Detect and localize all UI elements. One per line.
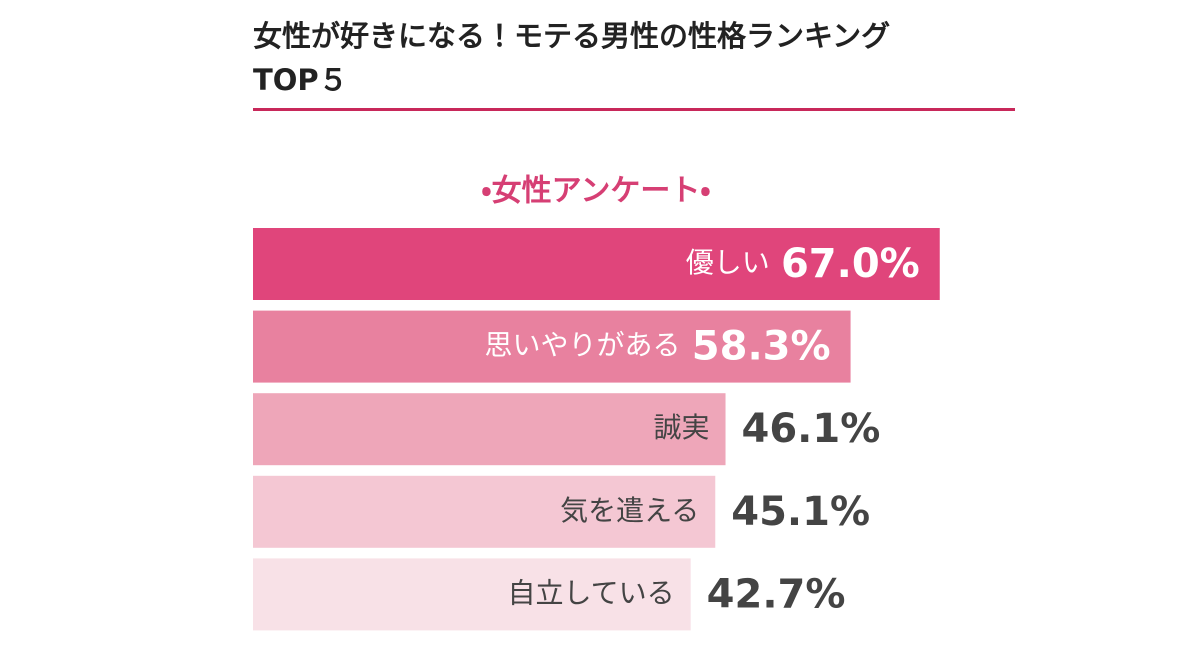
chart-subtitle: ・女性アンケート・: [481, 174, 710, 209]
bar: [253, 310, 851, 383]
category-label: 誠実: [654, 411, 710, 444]
category-label: 優しい: [686, 246, 770, 279]
category-label: 気を遣える: [560, 494, 699, 527]
bar: [253, 228, 940, 300]
title-rule: [253, 108, 1015, 111]
chart-title: 女性が好きになる！モテる男性の性格ランキングTOP５: [253, 19, 891, 97]
bar: [253, 475, 716, 548]
bar: [253, 558, 691, 631]
value-label: 67.0%: [781, 241, 920, 287]
value-label: 45.1%: [731, 489, 870, 535]
value-label: 46.1%: [742, 406, 881, 452]
bar: [253, 393, 726, 466]
category-label: 思いやりがある: [485, 329, 681, 362]
category-label: 自立している: [508, 576, 675, 609]
value-label: 42.7%: [707, 571, 846, 617]
value-label: 58.3%: [692, 324, 831, 370]
